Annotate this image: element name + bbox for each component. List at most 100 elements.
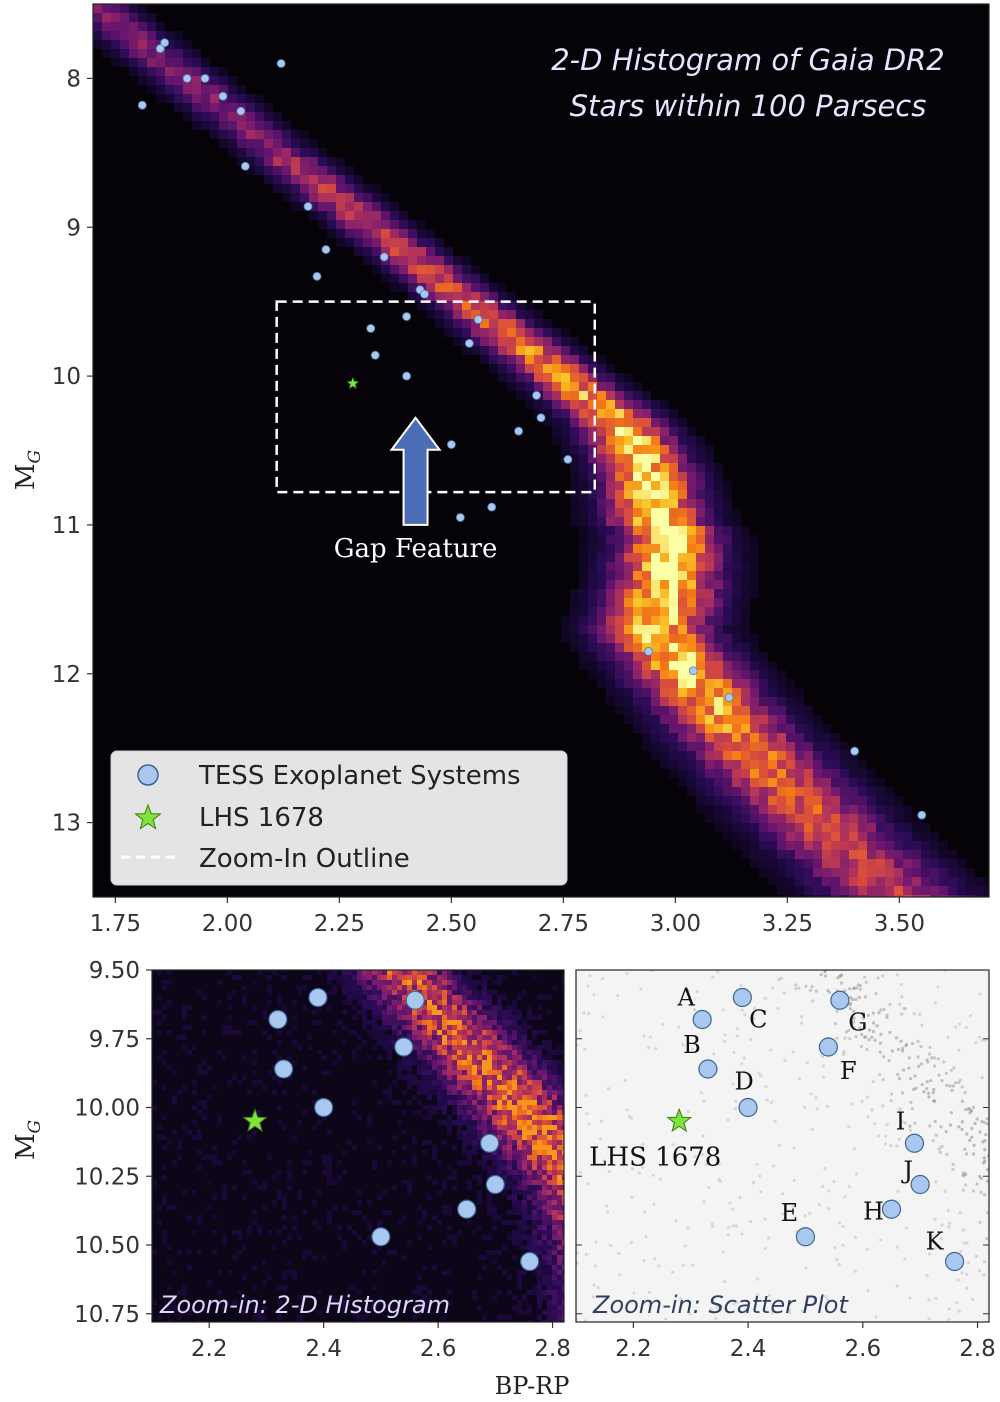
scatter-star xyxy=(617,1251,621,1256)
zoom-hist-tess-point xyxy=(480,1133,500,1153)
density-cell xyxy=(246,157,255,166)
density-cell xyxy=(492,990,497,995)
density-cell xyxy=(597,490,606,499)
density-cell xyxy=(202,1070,207,1075)
density-cell xyxy=(267,1035,272,1040)
density-cell xyxy=(633,436,642,445)
scatter-star xyxy=(982,1120,987,1125)
density-cell xyxy=(669,679,678,688)
density-cell xyxy=(542,1205,547,1210)
scatter-star xyxy=(780,1212,784,1216)
scatter-star xyxy=(903,1121,907,1125)
density-cell xyxy=(597,535,606,544)
density-cell xyxy=(795,688,804,697)
density-cell xyxy=(561,418,570,427)
density-cell xyxy=(678,535,687,544)
density-cell xyxy=(247,1170,252,1175)
density-cell xyxy=(282,1215,287,1220)
scatter-star xyxy=(823,970,827,974)
density-cell xyxy=(282,184,291,193)
density-cell xyxy=(597,652,606,661)
density-cell xyxy=(597,382,606,391)
density-cell xyxy=(477,1035,482,1040)
density-cell xyxy=(457,1055,462,1060)
density-cell xyxy=(723,733,732,742)
density-cell xyxy=(111,49,120,58)
density-cell xyxy=(750,535,759,544)
scatter-star xyxy=(960,1120,964,1124)
density-cell xyxy=(492,1065,497,1070)
density-cell xyxy=(651,472,660,481)
density-cell xyxy=(741,670,750,679)
density-cell xyxy=(894,823,903,832)
density-cell xyxy=(480,283,489,292)
density-cell xyxy=(543,328,552,337)
scatter-star xyxy=(765,1098,769,1102)
density-cell xyxy=(517,1135,522,1140)
density-cell xyxy=(417,256,426,265)
density-cell xyxy=(507,1155,512,1160)
scatter-star xyxy=(901,1046,905,1050)
density-cell xyxy=(633,391,642,400)
density-cell xyxy=(517,1030,522,1035)
density-cell xyxy=(472,1120,477,1125)
density-cell xyxy=(399,265,408,274)
density-cell xyxy=(437,1065,442,1070)
density-cell xyxy=(678,562,687,571)
density-cell xyxy=(562,1145,564,1150)
density-cell xyxy=(427,1040,432,1045)
density-cell xyxy=(417,1110,422,1115)
density-cell xyxy=(795,760,804,769)
density-cell xyxy=(312,1090,317,1095)
density-cell xyxy=(705,517,714,526)
density-cell xyxy=(482,1095,487,1100)
density-cell xyxy=(537,995,542,1000)
density-cell xyxy=(300,157,309,166)
density-cell xyxy=(432,990,437,995)
density-cell xyxy=(492,1160,497,1165)
density-cell xyxy=(177,1090,182,1095)
density-cell xyxy=(741,679,750,688)
density-cell xyxy=(651,409,660,418)
density-cell xyxy=(435,238,444,247)
density-cell xyxy=(921,832,930,841)
density-cell xyxy=(714,697,723,706)
density-cell xyxy=(570,427,579,436)
density-cell xyxy=(222,1240,227,1245)
density-cell xyxy=(477,1010,482,1015)
scatter-star xyxy=(919,1062,924,1066)
tess-point xyxy=(644,647,653,656)
density-cell xyxy=(472,1095,477,1100)
density-cell xyxy=(192,67,201,76)
density-cell xyxy=(537,1200,542,1205)
density-cell xyxy=(651,490,660,499)
density-cell xyxy=(522,1110,527,1115)
density-cell xyxy=(678,463,687,472)
density-cell xyxy=(452,1110,457,1115)
density-cell xyxy=(660,445,669,454)
scatter-star xyxy=(695,990,699,994)
density-cell xyxy=(705,787,714,796)
density-cell xyxy=(302,1065,307,1070)
density-cell xyxy=(705,481,714,490)
density-cell xyxy=(377,1220,382,1225)
density-cell xyxy=(597,517,606,526)
density-cell xyxy=(487,975,492,980)
density-cell xyxy=(579,346,588,355)
density-cell xyxy=(543,355,552,364)
density-cell xyxy=(347,970,352,975)
density-cell xyxy=(606,688,615,697)
density-cell xyxy=(207,1180,212,1185)
density-cell xyxy=(502,1140,507,1145)
density-cell xyxy=(615,625,624,634)
density-cell xyxy=(207,1065,212,1070)
density-cell xyxy=(507,310,516,319)
legend-box xyxy=(110,750,568,886)
y-tick-label: 13 xyxy=(52,811,81,837)
density-cell xyxy=(492,1100,497,1105)
density-cell xyxy=(552,1115,557,1120)
scatter-star xyxy=(596,1286,600,1290)
scatter-star xyxy=(885,1122,889,1127)
density-cell xyxy=(552,1270,557,1275)
density-cell xyxy=(447,1030,452,1035)
